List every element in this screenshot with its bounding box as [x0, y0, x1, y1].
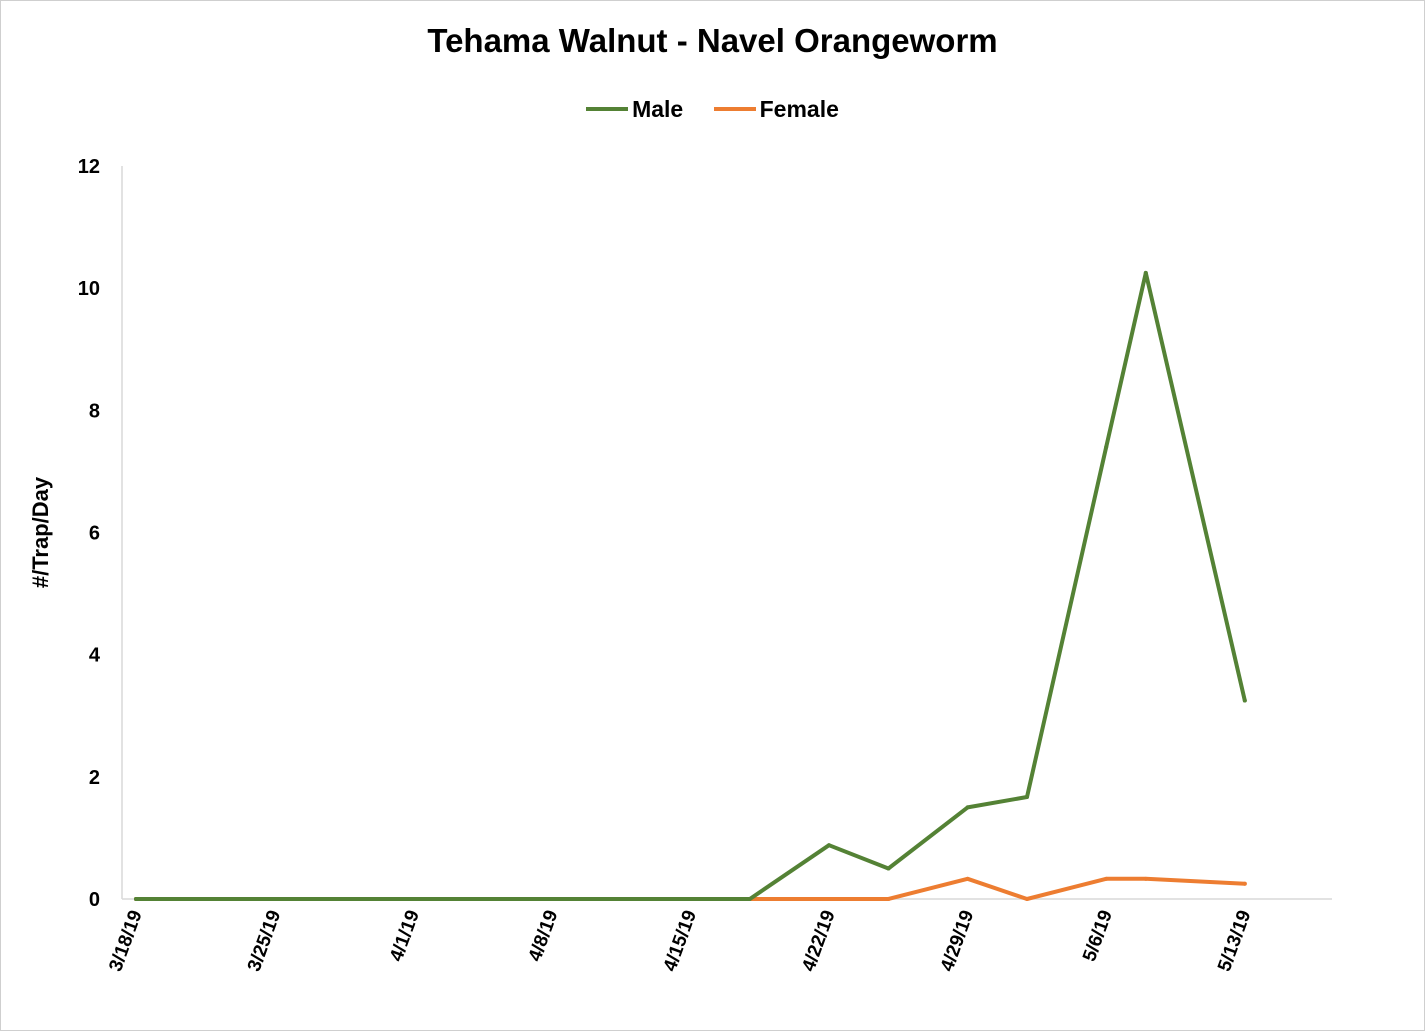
x-tick-label: 5/6/19	[1079, 908, 1117, 965]
x-tick-label: 3/18/19	[105, 908, 146, 975]
data-point-male	[1104, 444, 1109, 449]
data-point-male	[965, 805, 970, 810]
x-tick-label: 4/1/19	[386, 908, 424, 965]
x-tick-label: 5/13/19	[1214, 908, 1255, 975]
data-point-male	[1242, 698, 1247, 703]
y-tick-label: 10	[78, 278, 100, 300]
y-tick-label: 6	[89, 523, 100, 545]
y-tick-label: 12	[78, 156, 100, 178]
data-point-male	[827, 843, 831, 848]
series-line-male	[134, 270, 1247, 901]
x-tick-label: 4/15/19	[660, 908, 701, 975]
data-point-female	[965, 876, 970, 881]
data-point-male	[747, 897, 752, 901]
legend-label-male: Male	[632, 95, 684, 122]
data-point-female	[1242, 881, 1247, 886]
y-tick-label: 4	[89, 645, 101, 667]
data-point-male	[1143, 270, 1148, 275]
data-point-female	[1025, 897, 1029, 901]
data-point-male	[886, 866, 891, 871]
legend-item-male: Male	[586, 96, 683, 123]
y-axis-title: #/Trap/Day	[28, 476, 53, 588]
chart-title: Tehama Walnut - Navel Orangeworm	[427, 22, 998, 59]
series-line-female	[134, 876, 1247, 901]
y-tick-label: 2	[89, 767, 100, 789]
data-point-male	[1025, 794, 1029, 799]
legend-swatch-female	[713, 107, 756, 111]
x-tick-label: 4/8/19	[525, 908, 563, 965]
legend-swatch-male	[586, 107, 629, 111]
legend-label-female: Female	[759, 95, 839, 122]
legend-item-female: Female	[713, 95, 839, 123]
x-tick-label: 4/22/19	[798, 908, 839, 975]
x-tick-label: 3/25/19	[244, 908, 285, 975]
y-tick-label: 8	[89, 400, 100, 422]
chart-legend: Male Female	[0, 90, 1425, 123]
y-tick-label: 0	[89, 889, 100, 911]
x-tick-label: 4/29/19	[937, 908, 978, 975]
data-point-male	[134, 897, 138, 901]
data-point-female	[886, 897, 891, 901]
data-point-female	[1143, 876, 1148, 881]
data-point-female	[1104, 876, 1109, 881]
